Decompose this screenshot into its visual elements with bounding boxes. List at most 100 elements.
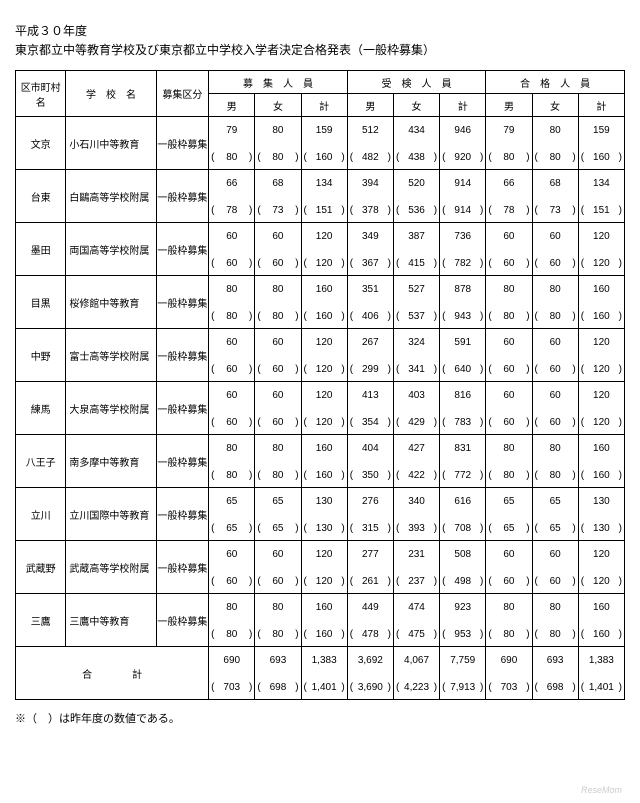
head-ward: 区市町村名 [16,71,66,117]
value-cell: 80(80) [255,594,301,647]
head-t: 計 [301,94,347,117]
value-cell: 267(299) [347,329,393,382]
category-cell: 一般枠募集 [156,488,208,541]
value-cell: 79(80) [209,117,255,170]
table-row: 台東白鷗高等学校附属一般枠募集66(78)68(73)134(151)394(3… [16,170,625,223]
head-pass: 合 格 人 員 [486,71,625,94]
value-cell: 80(80) [255,276,301,329]
value-cell: 690(703) [209,647,255,700]
table-row: 三鷹三鷹中等教育一般枠募集80(80)80(80)160(160)449(478… [16,594,625,647]
title-main: 東京都立中等教育学校及び東京都立中学校入学者決定合格発表（一般枠募集） [15,41,625,58]
value-cell: 591(640) [440,329,486,382]
school-cell: 立川国際中等教育 [66,488,156,541]
value-cell: 80(80) [532,435,578,488]
value-cell: 80(80) [209,594,255,647]
ward-cell: 文京 [16,117,66,170]
value-cell: 60(60) [209,329,255,382]
school-cell: 三鷹中等教育 [66,594,156,647]
value-cell: 512(482) [347,117,393,170]
value-cell: 60(60) [486,541,532,594]
value-cell: 690(703) [486,647,532,700]
head-m: 男 [486,94,532,117]
ward-cell: 立川 [16,488,66,541]
value-cell: 878(943) [440,276,486,329]
value-cell: 946(920) [440,117,486,170]
value-cell: 7,759(7,913) [440,647,486,700]
value-cell: 160(160) [578,276,624,329]
value-cell: 3,692(3,690) [347,647,393,700]
value-cell: 349(367) [347,223,393,276]
value-cell: 120(120) [578,382,624,435]
ward-cell: 武蔵野 [16,541,66,594]
head-t: 計 [440,94,486,117]
value-cell: 60(60) [532,541,578,594]
value-cell: 527(537) [393,276,439,329]
footnote: ※（ ）は昨年度の数値である。 [15,710,625,726]
value-cell: 80(80) [486,435,532,488]
value-cell: 159(160) [301,117,347,170]
table-body: 文京小石川中等教育一般枠募集79(80)80(80)159(160)512(48… [16,117,625,700]
title-year: 平成３０年度 [15,22,625,39]
head-f: 女 [532,94,578,117]
value-cell: 427(422) [393,435,439,488]
value-cell: 60(60) [532,223,578,276]
value-cell: 80(80) [486,276,532,329]
category-cell: 一般枠募集 [156,170,208,223]
total-label: 合 計 [16,647,209,700]
value-cell: 159(160) [578,117,624,170]
value-cell: 60(60) [209,223,255,276]
value-cell: 404(350) [347,435,393,488]
table-row: 練馬大泉高等学校附属一般枠募集60(60)60(60)120(120)413(3… [16,382,625,435]
value-cell: 65(65) [255,488,301,541]
value-cell: 914(914) [440,170,486,223]
value-cell: 324(341) [393,329,439,382]
category-cell: 一般枠募集 [156,382,208,435]
category-cell: 一般枠募集 [156,594,208,647]
head-recruit: 募 集 人 員 [209,71,348,94]
table-row: 中野富士高等学校附属一般枠募集60(60)60(60)120(120)267(2… [16,329,625,382]
ward-cell: 三鷹 [16,594,66,647]
school-cell: 白鷗高等学校附属 [66,170,156,223]
school-cell: 桜修館中等教育 [66,276,156,329]
head-f: 女 [255,94,301,117]
head-school: 学 校 名 [66,71,156,117]
ward-cell: 目黒 [16,276,66,329]
value-cell: 231(237) [393,541,439,594]
value-cell: 120(120) [301,382,347,435]
value-cell: 60(60) [486,223,532,276]
value-cell: 276(315) [347,488,393,541]
value-cell: 80(80) [532,276,578,329]
results-table: 区市町村名 学 校 名 募集区分 募 集 人 員 受 検 人 員 合 格 人 員… [15,70,625,700]
value-cell: 60(60) [209,382,255,435]
value-cell: 120(120) [578,223,624,276]
value-cell: 80(80) [255,435,301,488]
value-cell: 60(60) [255,382,301,435]
value-cell: 120(120) [301,541,347,594]
value-cell: 134(151) [301,170,347,223]
school-cell: 武蔵高等学校附属 [66,541,156,594]
value-cell: 79(80) [486,117,532,170]
ward-cell: 八王子 [16,435,66,488]
table-row: 武蔵野武蔵高等学校附属一般枠募集60(60)60(60)120(120)277(… [16,541,625,594]
value-cell: 60(60) [255,329,301,382]
value-cell: 340(393) [393,488,439,541]
value-cell: 66(78) [486,170,532,223]
value-cell: 65(65) [532,488,578,541]
value-cell: 160(160) [301,594,347,647]
value-cell: 68(73) [532,170,578,223]
value-cell: 80(80) [209,435,255,488]
value-cell: 351(406) [347,276,393,329]
value-cell: 474(475) [393,594,439,647]
value-cell: 130(130) [578,488,624,541]
value-cell: 80(80) [209,276,255,329]
category-cell: 一般枠募集 [156,223,208,276]
value-cell: 160(160) [301,276,347,329]
value-cell: 1,383(1,401) [301,647,347,700]
value-cell: 693(698) [255,647,301,700]
head-exam: 受 検 人 員 [347,71,486,94]
watermark: ReseMom [581,785,622,795]
value-cell: 120(120) [301,223,347,276]
category-cell: 一般枠募集 [156,276,208,329]
value-cell: 120(120) [578,329,624,382]
value-cell: 65(65) [486,488,532,541]
